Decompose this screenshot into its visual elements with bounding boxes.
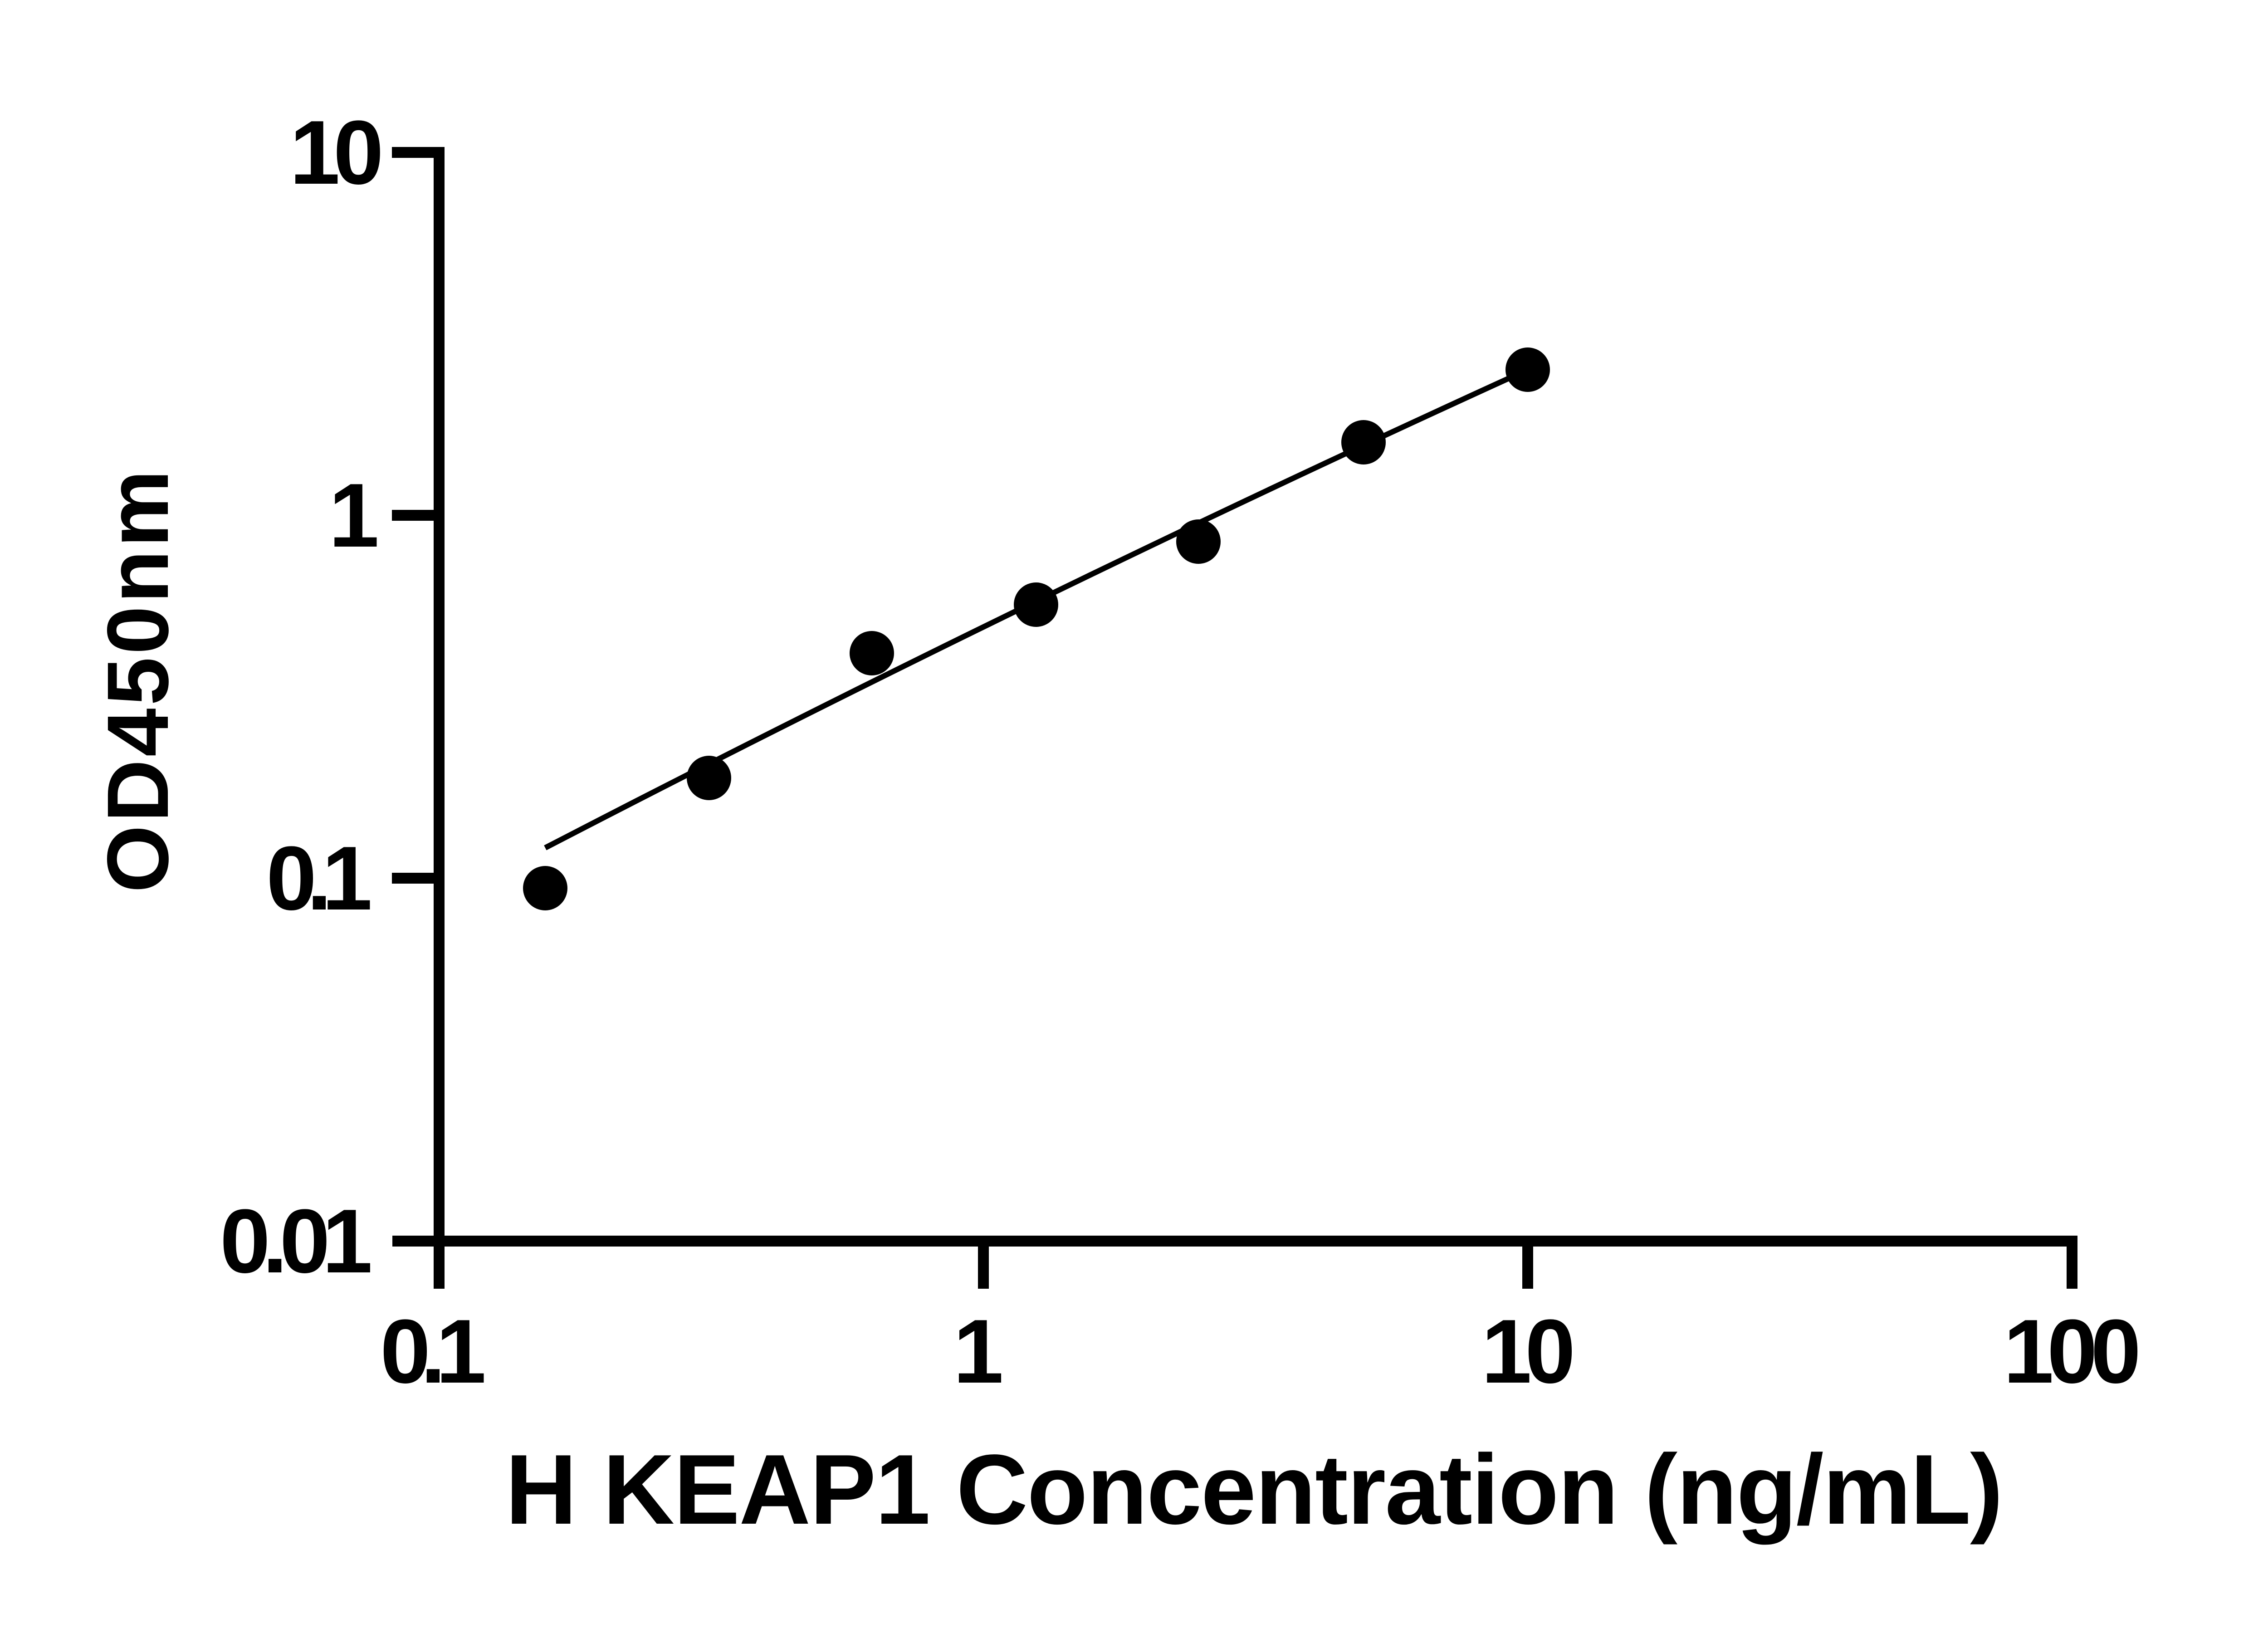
svg-text:10: 10	[290, 102, 381, 203]
svg-text:100: 100	[2004, 1301, 2138, 1402]
svg-text:0.01: 0.01	[220, 1191, 371, 1292]
svg-text:1: 1	[953, 1301, 1003, 1402]
svg-text:H KEAP1 Concentration (ng/mL): H KEAP1 Concentration (ng/mL)	[505, 1434, 2002, 1545]
svg-text:0.1: 0.1	[380, 1301, 484, 1402]
svg-text:OD450nm: OD450nm	[89, 467, 186, 893]
svg-text:0.1: 0.1	[266, 828, 370, 929]
svg-text:10: 10	[1481, 1301, 1572, 1402]
svg-text:1: 1	[329, 465, 379, 566]
